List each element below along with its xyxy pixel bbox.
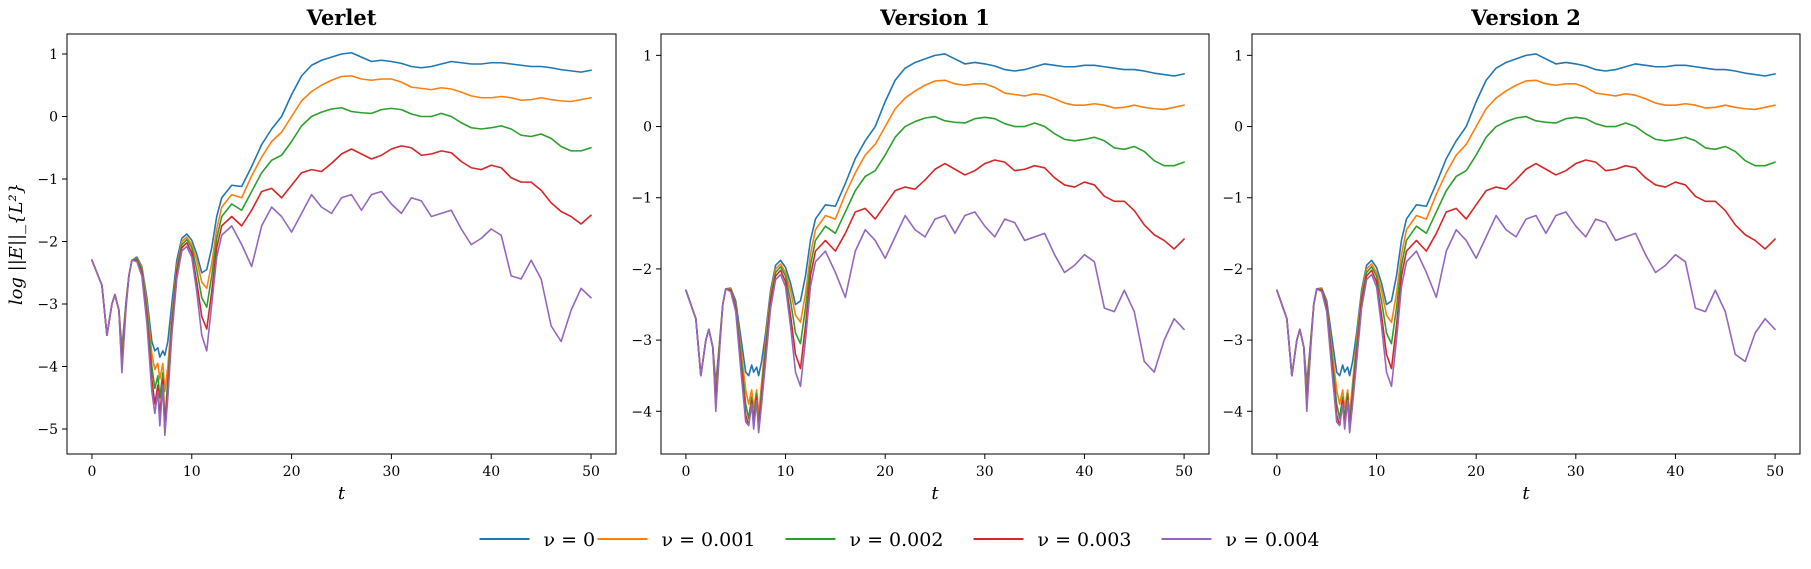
y-tick-label: −1 bbox=[631, 191, 652, 207]
panel-title: Version 1 bbox=[879, 5, 990, 30]
y-tick-label: −3 bbox=[631, 333, 652, 349]
x-tick-label: 30 bbox=[382, 464, 400, 480]
y-tick-label: 0 bbox=[49, 110, 58, 126]
series-line-3 bbox=[685, 115, 1185, 427]
x-tick-label: 10 bbox=[183, 464, 201, 480]
panel-1: 0 10 20 30 40 50 −5 −4 −3 −2 −1 0 1 Verlet t log ||E||_… bbox=[6, 5, 617, 504]
y-tick-label: 0 bbox=[643, 120, 652, 136]
legend-label: ν = 0.001 bbox=[662, 529, 756, 551]
legend-entry: ν = 0 bbox=[479, 529, 596, 551]
x-tick-label: 0 bbox=[1272, 464, 1281, 480]
axes-frame bbox=[1251, 33, 1801, 455]
panel-title: Version 2 bbox=[1470, 5, 1581, 30]
legend-entry: ν = 0.004 bbox=[1161, 529, 1320, 551]
x-tick-label: 40 bbox=[1667, 464, 1685, 480]
x-tick-label: 10 bbox=[1368, 464, 1386, 480]
y-tick-label: −4 bbox=[631, 404, 652, 420]
x-tick-label: 40 bbox=[1076, 464, 1094, 480]
series-line-5 bbox=[91, 190, 592, 437]
y-tick-label: −4 bbox=[37, 360, 58, 376]
legend-label: ν = 0.004 bbox=[1226, 529, 1320, 551]
x-tick-label: 30 bbox=[1567, 464, 1585, 480]
y-tick-label: −2 bbox=[1222, 262, 1243, 278]
y-tick-label: −4 bbox=[1222, 404, 1243, 420]
legend-label: ν = 0 bbox=[544, 529, 596, 551]
x-tick-label: 20 bbox=[283, 464, 301, 480]
x-tick-label: 50 bbox=[582, 464, 600, 480]
y-tick-label: 1 bbox=[1234, 48, 1243, 64]
x-tick-label: 50 bbox=[1175, 464, 1193, 480]
legend-entry: ν = 0.002 bbox=[785, 529, 944, 551]
x-axis-label: t bbox=[931, 483, 939, 504]
x-axis-label: t bbox=[1522, 483, 1530, 504]
x-tick-label: 30 bbox=[976, 464, 994, 480]
legend: ν = 0 ν = 0.001 ν = 0.002 ν = 0.003 ν = 0.00… bbox=[479, 529, 1320, 551]
x-tick-label: 0 bbox=[681, 464, 690, 480]
axes-frame bbox=[66, 33, 617, 455]
y-tick-label: −5 bbox=[37, 422, 58, 438]
panel-2: 0 10 20 30 40 50 −4 −3 −2 −1 0 1 Version 1 t bbox=[631, 5, 1210, 504]
series-line-3 bbox=[1276, 115, 1776, 427]
x-axis-label: t bbox=[338, 483, 346, 504]
series-line-5 bbox=[1276, 211, 1776, 434]
y-tick-label: 1 bbox=[643, 48, 652, 64]
x-tick-label: 20 bbox=[876, 464, 894, 480]
panel-3: 0 10 20 30 40 50 −4 −3 −2 −1 0 1 Version 2 t bbox=[1222, 5, 1801, 504]
legend-entry: ν = 0.003 bbox=[973, 529, 1132, 551]
y-tick-label: −3 bbox=[37, 297, 58, 313]
series-line-5 bbox=[685, 211, 1185, 434]
x-tick-label: 50 bbox=[1766, 464, 1784, 480]
x-tick-label: 10 bbox=[777, 464, 795, 480]
x-tick-label: 40 bbox=[482, 464, 500, 480]
series-group bbox=[91, 51, 592, 437]
series-group bbox=[685, 53, 1185, 434]
legend-label: ν = 0.002 bbox=[850, 529, 944, 551]
y-tick-label: −2 bbox=[37, 235, 58, 251]
legend-label: ν = 0.003 bbox=[1038, 529, 1132, 551]
y-tick-label: −2 bbox=[631, 262, 652, 278]
y-tick-label: −1 bbox=[37, 172, 58, 188]
legend-entry: ν = 0.001 bbox=[597, 529, 756, 551]
x-tick-label: 20 bbox=[1467, 464, 1485, 480]
y-tick-label: 1 bbox=[49, 47, 58, 63]
y-tick-label: −3 bbox=[1222, 333, 1243, 349]
series-group bbox=[1276, 53, 1776, 434]
y-axis-label: log ||E||_{L²} bbox=[6, 183, 27, 305]
panel-title: Verlet bbox=[306, 5, 377, 30]
y-tick-label: −1 bbox=[1222, 191, 1243, 207]
y-tick-label: 0 bbox=[1234, 120, 1243, 136]
x-tick-label: 0 bbox=[87, 464, 96, 480]
axes-frame bbox=[660, 33, 1210, 455]
